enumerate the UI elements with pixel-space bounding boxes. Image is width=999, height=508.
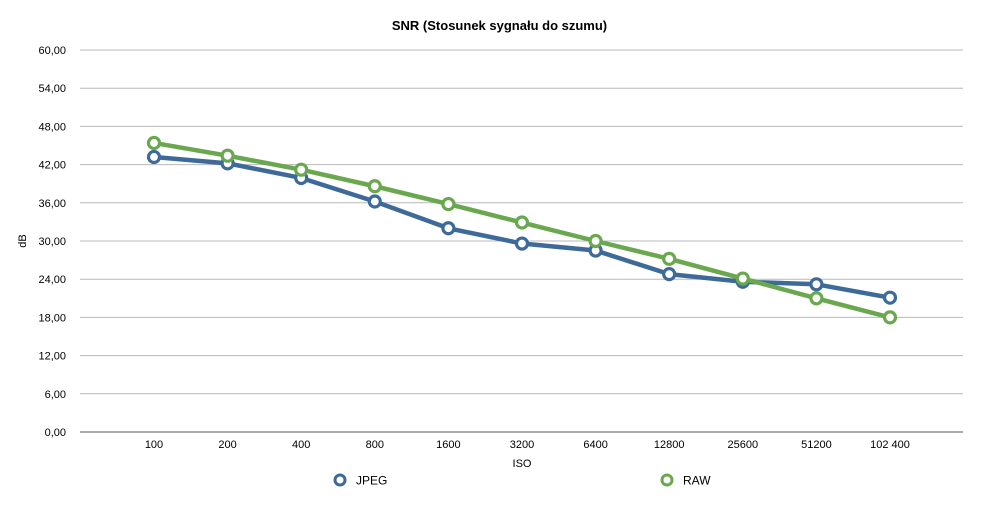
x-tick-label: 51200: [801, 439, 832, 451]
x-tick-label: 102 400: [870, 439, 910, 451]
y-tick-label: 60,00: [38, 45, 66, 57]
data-point: [367, 194, 382, 209]
x-tick-label: 25600: [728, 439, 759, 451]
chart-title: SNR (Stosunek sygnału do szumu): [391, 18, 608, 33]
x-tick-label: 6400: [583, 439, 607, 451]
data-point: [514, 236, 530, 251]
x-tick-label: 12800: [654, 439, 685, 451]
data-point: [514, 215, 530, 230]
x-tick-label: 800: [366, 439, 384, 451]
data-point: [662, 251, 677, 266]
data-point: [882, 310, 898, 325]
data-point: [882, 290, 898, 305]
x-tick-label: 100: [145, 439, 163, 451]
data-point: [146, 149, 162, 165]
data-point: [220, 148, 235, 163]
data-point: [588, 233, 603, 249]
series-raw: [146, 135, 898, 325]
y-tick-labels: 0,00 6,00 12,00 18,00 24,00 30,00 36,00 42,00 48…: [38, 45, 66, 439]
legend-label: RAW: [683, 474, 711, 488]
data-point: [735, 271, 750, 286]
legend-item-jpeg: JPEG: [333, 473, 387, 488]
y-tick-label: 48,00: [38, 121, 66, 133]
y-tick-label: 42,00: [38, 160, 66, 172]
data-point: [809, 277, 824, 292]
x-tick-labels: 100 200 400 800 1600 3200 6400 12800 25600 51200 1…: [145, 439, 910, 451]
y-tick-label: 18,00: [38, 312, 66, 324]
x-axis-label: ISO: [513, 458, 532, 470]
data-point: [662, 267, 677, 282]
y-tick-label: 54,00: [38, 83, 66, 95]
x-tick-label: 3200: [510, 439, 534, 451]
y-tick-label: 12,00: [38, 351, 66, 363]
legend: JPEG RAW: [333, 473, 711, 488]
series: [146, 135, 898, 325]
y-axis-label: dB: [17, 234, 29, 247]
data-point: [146, 135, 162, 151]
legend-marker: [660, 473, 674, 487]
y-tick-label: 6,00: [45, 389, 66, 401]
y-tick-label: 24,00: [38, 274, 66, 286]
legend-label: JPEG: [356, 474, 387, 488]
x-tick-label: 200: [218, 439, 236, 451]
x-tick-label: 1600: [436, 439, 460, 451]
data-point: [294, 162, 309, 177]
y-tick-label: 0,00: [45, 427, 66, 439]
data-point: [809, 291, 824, 306]
legend-marker: [333, 473, 347, 487]
x-tick-label: 400: [292, 439, 310, 451]
y-tick-label: 30,00: [38, 236, 66, 248]
data-point: [441, 196, 456, 212]
y-tick-label: 36,00: [38, 198, 66, 210]
data-point: [367, 179, 382, 194]
data-point: [441, 221, 456, 236]
legend-item-raw: RAW: [660, 473, 711, 488]
